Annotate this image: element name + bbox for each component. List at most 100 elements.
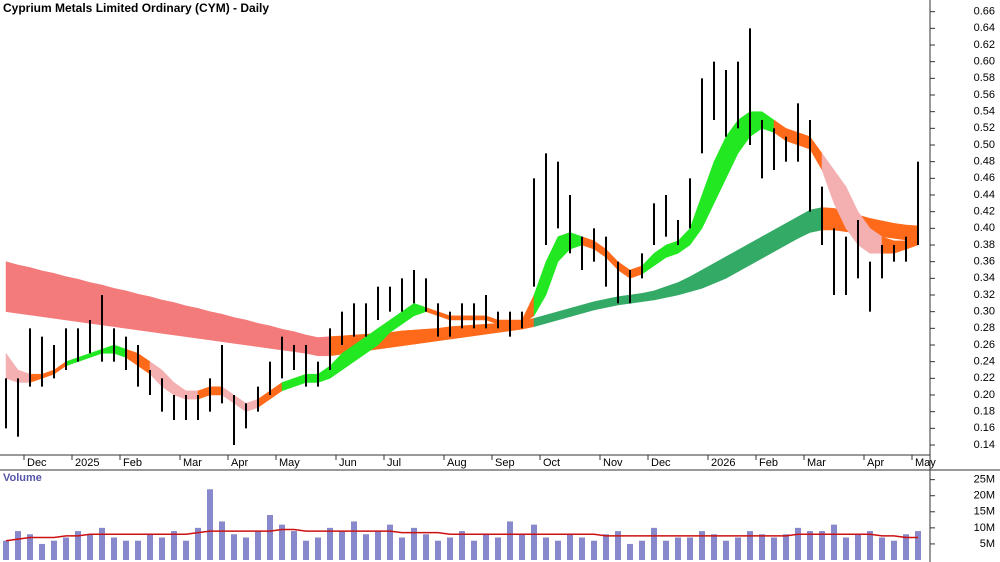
volume-bar	[615, 531, 621, 560]
volume-bar	[207, 489, 213, 560]
volume-bar	[771, 537, 777, 560]
volume-bar	[339, 531, 345, 560]
ribbon-segment	[509, 319, 523, 325]
ribbon-segment	[149, 296, 163, 334]
volume-bar	[51, 540, 57, 560]
volume-bar	[639, 540, 645, 560]
ribbon-segment	[881, 220, 895, 239]
ribbon-segment	[77, 278, 91, 324]
volume-bar	[303, 540, 309, 560]
x-tick-label: 2026	[711, 457, 735, 469]
ribbon-segment	[485, 323, 499, 335]
x-tick-label: 2025	[75, 457, 99, 469]
x-tick-label: Dec	[27, 457, 47, 469]
y-tick-label: 0.54	[974, 106, 995, 118]
volume-bar	[195, 527, 201, 560]
y-tick-label: 0.18	[974, 406, 995, 418]
y-tick-label: 0.34	[974, 272, 995, 284]
volume-bar	[231, 534, 237, 560]
volume-bar	[279, 524, 285, 560]
y-tick-label: 10M	[974, 522, 995, 534]
ribbon-segment	[893, 223, 907, 241]
ribbon-segment	[473, 323, 487, 337]
volume-bar	[711, 534, 717, 560]
volume-bar	[471, 540, 477, 560]
x-tick-label: May	[279, 457, 300, 469]
ribbon-segment	[125, 290, 139, 331]
x-tick-label: Sep	[495, 457, 515, 469]
ribbon-segment	[473, 315, 487, 321]
y-tick-label: 0.64	[974, 22, 995, 34]
ribbon-segment	[209, 386, 223, 396]
volume-bar	[171, 531, 177, 560]
ribbon-segment	[5, 261, 19, 314]
ribbon-segment	[305, 373, 319, 383]
y-tick-label: 0.56	[974, 89, 995, 101]
volume-bar	[147, 534, 153, 560]
volume-bar	[267, 515, 273, 560]
volume-bar	[663, 540, 669, 560]
volume-bar	[351, 521, 357, 560]
y-tick-label: 0.30	[974, 306, 995, 318]
ribbon-segment	[449, 325, 463, 340]
ribbon-segment	[197, 308, 211, 341]
volume-bar	[795, 527, 801, 560]
ribbon-segment	[29, 267, 43, 317]
volume-bar	[735, 537, 741, 560]
y-tick-label: 25M	[974, 474, 995, 486]
ribbon-segment	[425, 328, 439, 343]
volume-bar	[411, 527, 417, 560]
x-tick-label: Mar	[807, 457, 826, 469]
volume-bar	[807, 531, 813, 560]
y-tick-label: 0.66	[974, 6, 995, 18]
volume-bar	[459, 531, 465, 560]
volume-average	[5, 528, 918, 542]
volume-bar	[3, 540, 9, 560]
x-tick-label: Nov	[603, 457, 623, 469]
y-tick-label: 0.50	[974, 139, 995, 151]
volume-bar	[435, 540, 441, 560]
volume-bar	[627, 543, 633, 560]
y-tick-label: 0.60	[974, 56, 995, 68]
chart-title: Cyprium Metals Limited Ordinary (CYM) - …	[3, 1, 269, 15]
volume-bar	[891, 540, 897, 560]
ribbon-segment	[161, 299, 175, 336]
volume-bar	[99, 527, 105, 560]
volume-bar	[723, 540, 729, 560]
volume-bar	[159, 537, 165, 560]
volume-bar	[855, 534, 861, 560]
x-tick-label: Aug	[447, 457, 467, 469]
ribbon-segment	[185, 305, 199, 339]
ribbon-segment	[41, 270, 55, 319]
ribbon-segment	[305, 334, 319, 357]
ribbon-segment	[461, 324, 475, 338]
x-tick-label: Dec	[651, 457, 671, 469]
ribbon-segment	[281, 328, 295, 352]
volume-bar	[879, 537, 885, 560]
ribbon-segment	[293, 331, 307, 354]
y-tick-label: 0.26	[974, 339, 995, 351]
volume-bar	[843, 537, 849, 560]
volume-title: Volume	[3, 472, 42, 484]
y-tick-label: 0.46	[974, 172, 995, 184]
volume-bar	[39, 543, 45, 560]
plot-layer	[3, 28, 921, 560]
volume-bar	[867, 531, 873, 560]
ribbon-segment	[461, 315, 475, 321]
ribbon-segment	[137, 293, 151, 332]
volume-bar	[111, 537, 117, 560]
volume-bar	[327, 527, 333, 560]
y-tick-label: 0.32	[974, 289, 995, 301]
volume-bar	[123, 540, 129, 560]
volume-bar	[783, 534, 789, 560]
volume-bar	[819, 531, 825, 560]
volume-bar	[699, 531, 705, 560]
volume-bar	[543, 537, 549, 560]
ribbon-segment	[245, 319, 259, 347]
y-tick-label: 0.62	[974, 39, 995, 51]
y-tick-label: 0.20	[974, 389, 995, 401]
volume-bar	[423, 534, 429, 560]
ribbon-segment	[185, 390, 199, 400]
